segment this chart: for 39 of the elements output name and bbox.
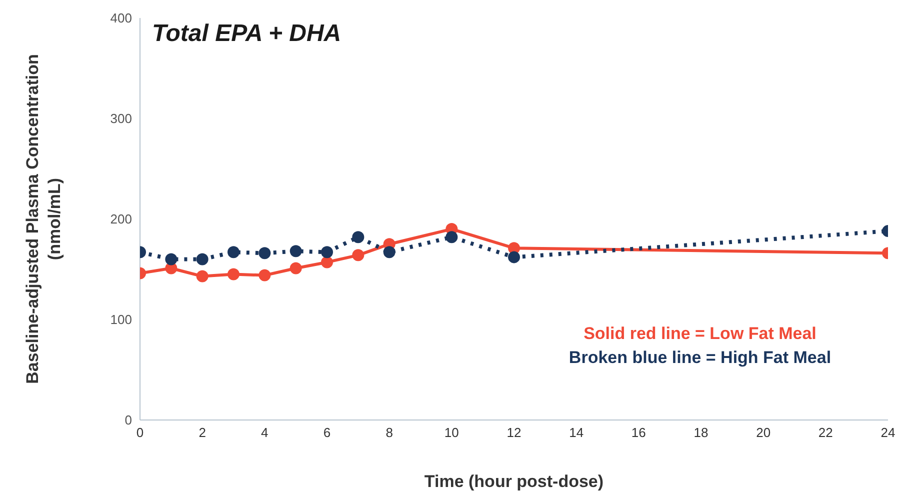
x-tick-label: 0 — [136, 425, 144, 440]
point — [352, 249, 364, 262]
point — [290, 262, 302, 274]
x-tick-label: 18 — [694, 425, 708, 440]
chart-title: Total EPA + DHA — [152, 20, 342, 48]
point — [228, 246, 240, 258]
x-tick-label: 16 — [631, 425, 646, 440]
point — [352, 231, 364, 244]
x-tick-label: 20 — [756, 425, 771, 440]
point — [383, 246, 396, 258]
x-tick-label: 24 — [880, 425, 896, 440]
point — [446, 231, 458, 244]
x-axis-title: Time (hour post-dose) — [424, 472, 604, 491]
point — [258, 269, 271, 282]
point — [258, 247, 271, 260]
y-tick-label: 200 — [110, 212, 132, 227]
text: Solid red line = Low Fat Meal — [582, 323, 818, 345]
point — [165, 253, 178, 266]
x-tick-label: 14 — [569, 425, 584, 440]
y-tick-label: 300 — [110, 111, 132, 126]
point — [290, 245, 302, 258]
point — [196, 270, 208, 282]
point — [321, 246, 333, 258]
point — [228, 268, 240, 280]
y-tick-label: 400 — [110, 10, 132, 26]
x-tick-label: 2 — [198, 425, 206, 440]
x-tick-label: 6 — [323, 425, 331, 440]
text: Broken blue line = High Fat Meal — [568, 347, 832, 369]
y-tick-label: 0 — [124, 412, 132, 428]
point — [321, 256, 333, 268]
x-tick-label: 10 — [444, 425, 459, 440]
x-tick-label: 8 — [386, 425, 393, 440]
x-tick-label: 22 — [818, 425, 833, 440]
point — [196, 253, 208, 266]
point — [508, 251, 520, 264]
y-axis-title: Baseline-adjusted Plasma Concentration (nmol/mL) — [23, 54, 64, 384]
x-tick-label: 4 — [261, 425, 268, 440]
y-tick-label: 100 — [110, 312, 132, 328]
x-tick-label: 12 — [506, 425, 522, 440]
